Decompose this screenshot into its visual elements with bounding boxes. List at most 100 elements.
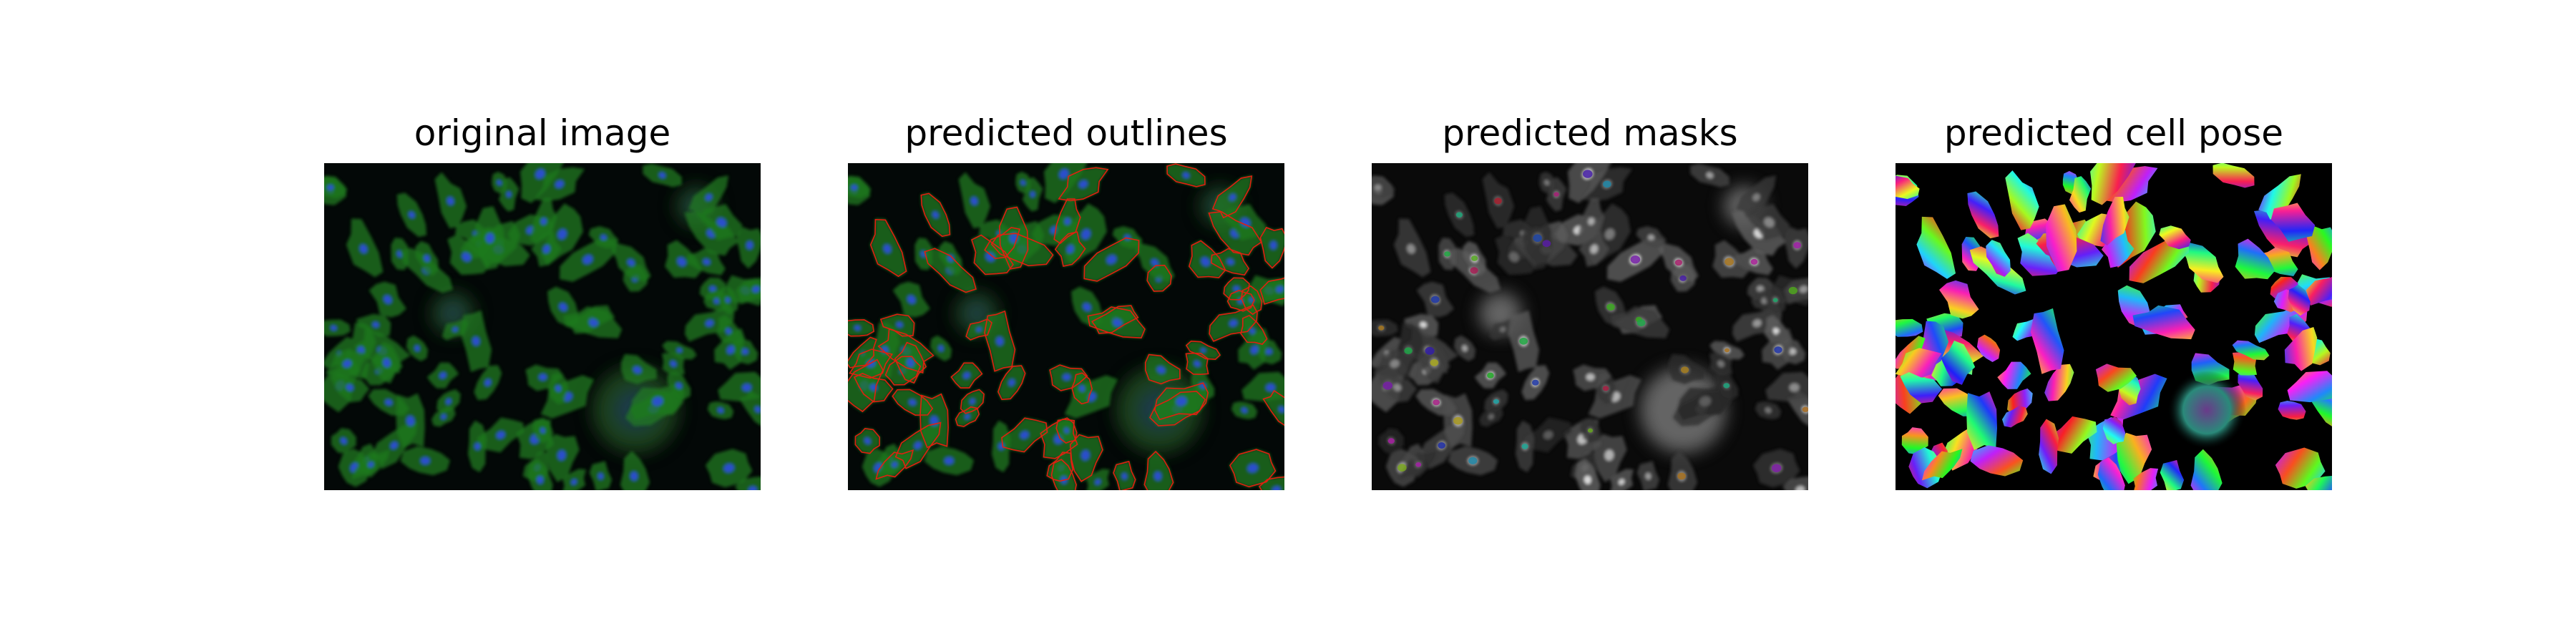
mask [1788, 286, 1797, 295]
cell-nucleus [965, 414, 970, 420]
cell-nucleus [340, 437, 347, 444]
mask [1677, 472, 1686, 480]
cell-nucleus [995, 336, 1004, 346]
mask [1494, 197, 1502, 205]
mask [1587, 428, 1594, 433]
cell-nucleus [330, 325, 337, 331]
cell-outline [1049, 364, 1088, 391]
cell-outline [997, 365, 1026, 401]
flow-cell [1916, 216, 1956, 279]
cell-outline [875, 449, 914, 480]
flow-cell [2238, 371, 2263, 401]
cell-nucleus [908, 399, 917, 406]
cell-outline [848, 319, 874, 337]
cell-nucleus [705, 319, 714, 327]
cell-nucleus [406, 416, 415, 426]
flow-cell [2102, 416, 2126, 444]
flow-cell [2306, 273, 2332, 306]
cell-outline [924, 248, 977, 293]
cell-outline [1166, 163, 1206, 187]
flow-cell [2116, 432, 2152, 484]
flow-cell [1966, 391, 1998, 451]
cell-outline [1069, 434, 1103, 482]
cell-outline [971, 234, 1014, 275]
cell-nucleus [446, 398, 452, 405]
cell-nucleus [1156, 366, 1166, 374]
cell-outline [1149, 391, 1206, 426]
cell-nucleus [555, 180, 565, 188]
cell-nucleus [559, 303, 567, 311]
cell-outline [1262, 389, 1284, 429]
flow-cell [2253, 209, 2312, 258]
cell-outline [853, 373, 894, 403]
cell-outline [894, 341, 927, 384]
flow-cell [1970, 445, 2024, 477]
cell-nucleus [424, 255, 430, 262]
cell-outline [848, 336, 877, 369]
flow-cell [1997, 361, 2031, 389]
flow-cell [2258, 174, 2301, 220]
mask [1487, 372, 1494, 379]
mask [1433, 399, 1440, 406]
cell-nucleus [627, 258, 635, 266]
cell-outline [965, 318, 992, 341]
flow-cell [2235, 238, 2275, 280]
cell-nucleus [1229, 319, 1238, 327]
cell-outline [1241, 285, 1263, 316]
cell-outline [1259, 226, 1284, 269]
cell-outline [849, 348, 894, 379]
cell-nucleus [327, 185, 334, 190]
cell-nucleus [496, 431, 505, 439]
flow-cell [2132, 468, 2159, 490]
cell-nucleus [497, 180, 502, 185]
panel-title-outlines: predicted outlines [904, 112, 1228, 154]
cell-nucleus [1200, 348, 1206, 353]
cell-nucleus [597, 472, 604, 480]
cell-nucleus [746, 240, 753, 250]
flow-cell [2212, 163, 2255, 188]
cell-outline [920, 192, 951, 238]
cell-nucleus [1153, 471, 1162, 481]
mask [1533, 234, 1542, 242]
cell-outline [919, 393, 949, 449]
cell-nucleus [944, 457, 954, 465]
cell-nucleus [864, 437, 871, 444]
cell-nucleus [1080, 449, 1090, 461]
cell-nucleus [976, 327, 982, 332]
cell-nucleus [896, 321, 903, 328]
mask [1681, 366, 1689, 374]
predicted-cell-pose-image [1896, 163, 2332, 490]
cell-nucleus [970, 398, 975, 405]
mask [1542, 240, 1551, 248]
flow-cell [2270, 203, 2316, 242]
cell-nucleus [658, 172, 666, 179]
cell-nucleus [703, 258, 711, 265]
mask [1750, 258, 1758, 265]
cell-nucleus [447, 197, 454, 205]
mask [1425, 346, 1435, 355]
cell-nucleus [372, 321, 379, 328]
cell-nucleus [675, 382, 683, 389]
cell-nucleus [652, 396, 663, 406]
cell-nucleus [1064, 427, 1069, 434]
cell-nucleus [1020, 180, 1026, 185]
mask [1468, 457, 1478, 464]
flow-cell [2160, 459, 2185, 490]
mask [1724, 258, 1734, 266]
mask [1493, 399, 1499, 404]
cell-outline [1153, 382, 1209, 421]
cell-nucleus [557, 228, 567, 240]
flow-cell [1896, 318, 1923, 337]
flow-cell [2090, 163, 2140, 205]
mask [1679, 275, 1687, 281]
cell-nucleus [723, 463, 735, 473]
mask [1532, 379, 1539, 386]
flow-cell [2069, 176, 2092, 213]
cell-nucleus [368, 462, 374, 468]
cell-nucleus [752, 286, 760, 293]
cell-nucleus [741, 384, 752, 391]
cell-nucleus [633, 366, 642, 374]
mask [1630, 255, 1641, 264]
cell-nucleus [472, 336, 480, 346]
